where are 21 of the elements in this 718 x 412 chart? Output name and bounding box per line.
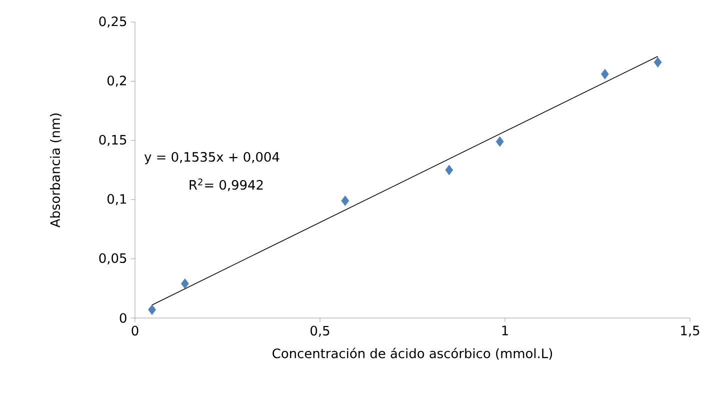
x-tick-label: 0 xyxy=(132,326,138,336)
x-tick-label: 0,5 xyxy=(310,326,330,337)
annotation: R$^{2}$= 0,9942 xyxy=(190,178,263,192)
point xyxy=(148,304,156,315)
y-axis-title: Absorbancia (nm) xyxy=(50,114,62,228)
y-tick-label: 0,25 xyxy=(99,16,126,28)
y-tick-label: 0 xyxy=(120,313,126,323)
x-tick-label: 1 xyxy=(502,326,508,336)
x-axis-title: Concentración de ácido ascórbico (mmol.L) xyxy=(272,348,552,360)
y-tick-label: 0,15 xyxy=(99,134,126,146)
x-tick-label: 1,5 xyxy=(681,326,700,337)
y-tick-label: 0,1 xyxy=(107,194,126,206)
annotation: y = 0,1535x + 0,004 xyxy=(144,152,280,164)
point xyxy=(654,57,662,68)
y-tick-label: 0,05 xyxy=(99,253,126,264)
point xyxy=(445,164,454,176)
point xyxy=(496,136,504,147)
point xyxy=(600,68,609,80)
point xyxy=(181,278,189,289)
point xyxy=(341,196,350,206)
y-tick-label: 0,2 xyxy=(107,76,126,87)
